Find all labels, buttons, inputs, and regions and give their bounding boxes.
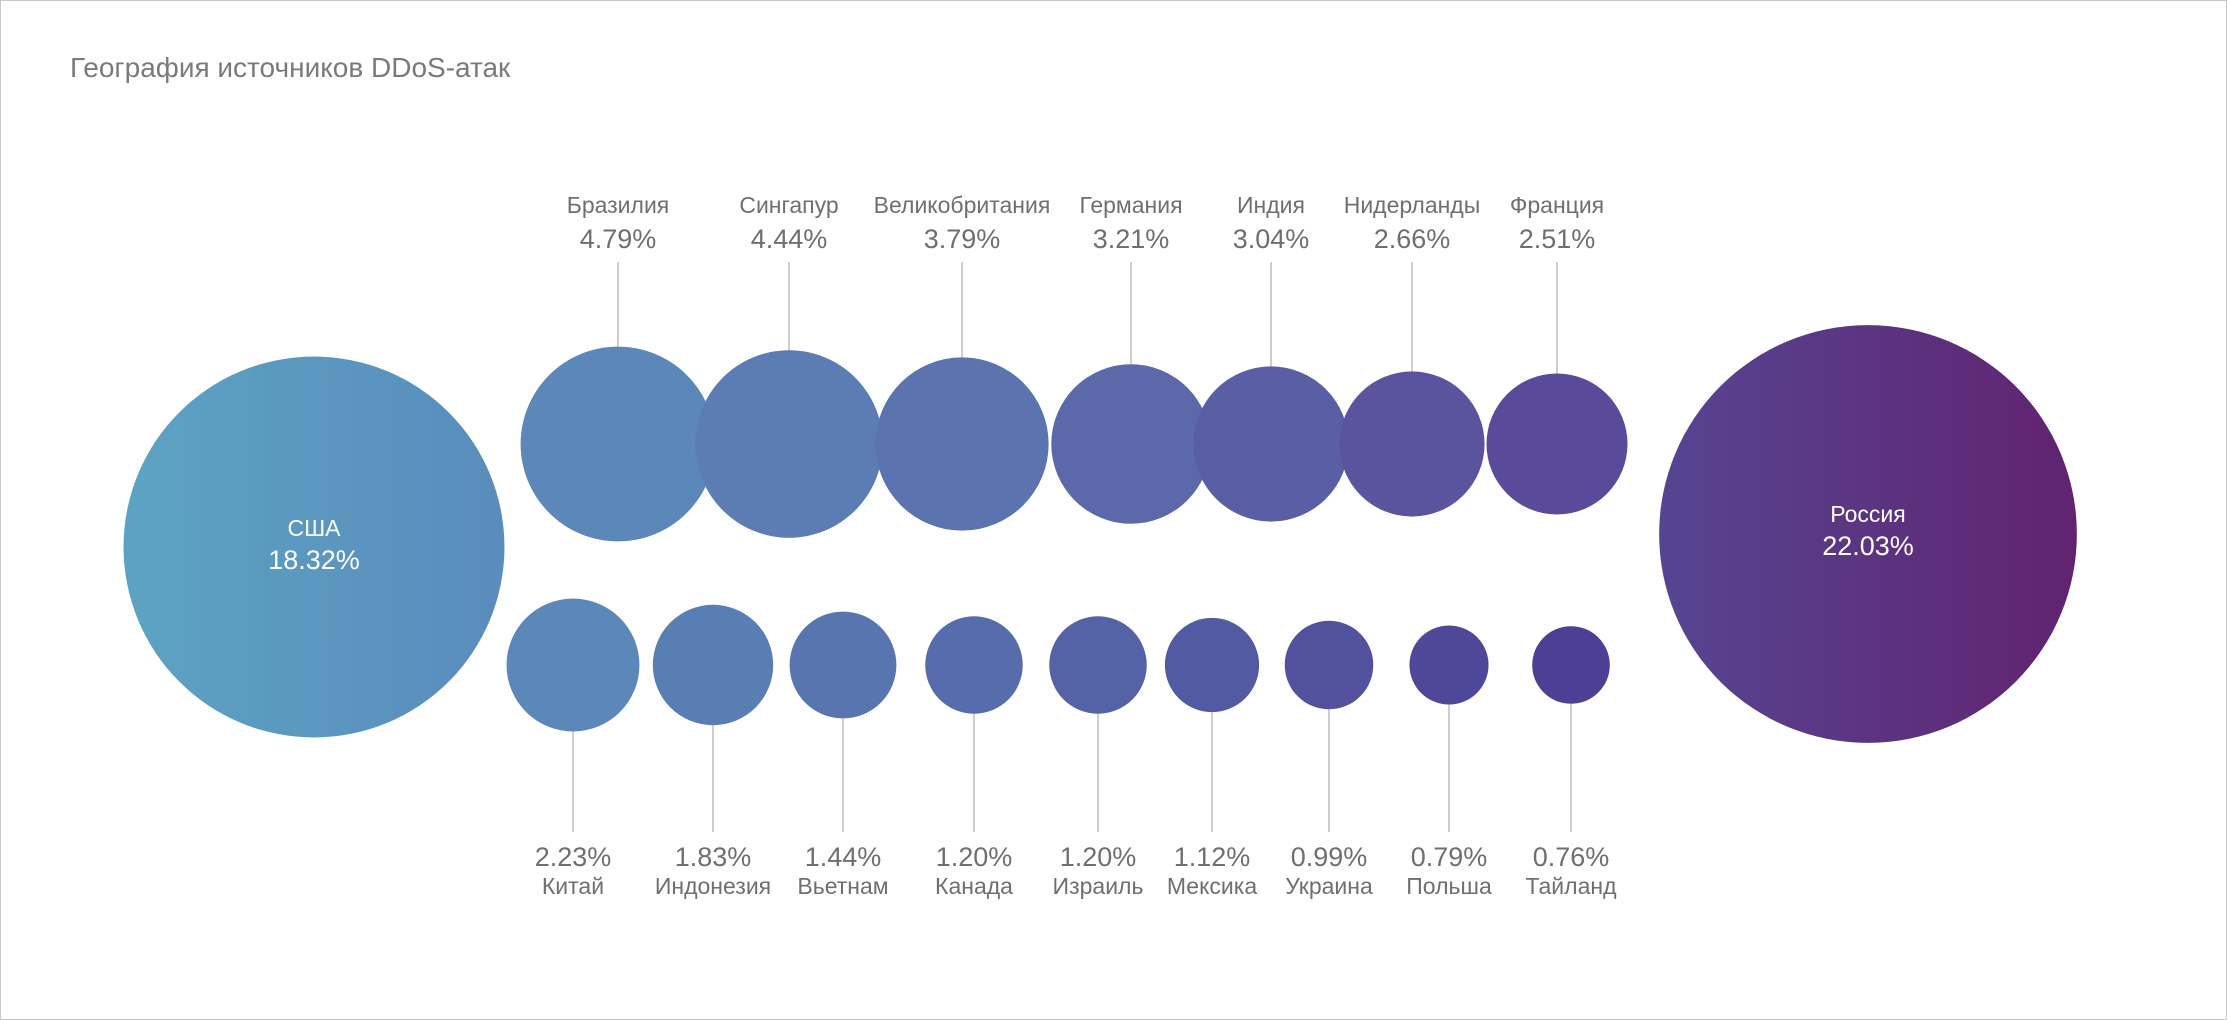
country-label: Мексика xyxy=(1167,873,1257,899)
bubble-top-6 xyxy=(1486,373,1628,515)
bubble-value-label: 22.03% xyxy=(1822,531,1914,561)
country-label: Китай xyxy=(542,873,604,899)
bubble-top-1 xyxy=(695,350,883,538)
bubble-bottom-7 xyxy=(1409,625,1489,705)
bubble-bottom-6 xyxy=(1284,620,1374,710)
value-label: 2.51% xyxy=(1519,224,1596,254)
country-label: Израиль xyxy=(1053,873,1144,899)
value-label: 1.44% xyxy=(805,842,882,872)
bubble-bottom-3 xyxy=(925,616,1023,714)
bubble-large-1 xyxy=(1659,325,2077,743)
bubble-top-4 xyxy=(1193,366,1349,522)
value-label: 0.99% xyxy=(1291,842,1368,872)
bubble-country-label: Россия xyxy=(1830,501,1905,527)
bubble-value-label: 18.32% xyxy=(268,545,360,575)
bubble-bottom-4 xyxy=(1049,616,1147,714)
bubble-top-3 xyxy=(1051,364,1211,524)
value-label: 1.83% xyxy=(675,842,752,872)
bubble-top-5 xyxy=(1339,371,1485,517)
country-label: Германия xyxy=(1079,192,1182,218)
bubble-top-2 xyxy=(875,357,1049,531)
value-label: 4.44% xyxy=(751,224,828,254)
bubble-bottom-0 xyxy=(506,598,640,732)
country-label: Украина xyxy=(1285,873,1373,899)
bubble-bottom-2 xyxy=(789,611,897,719)
value-label: 2.23% xyxy=(535,842,612,872)
country-label: Канада xyxy=(935,873,1013,899)
country-label: Индонезия xyxy=(655,873,771,899)
value-label: 1.12% xyxy=(1174,842,1251,872)
value-label: 3.79% xyxy=(924,224,1001,254)
bubble-top-0 xyxy=(520,346,716,542)
value-label: 3.04% xyxy=(1233,224,1310,254)
value-label: 3.21% xyxy=(1093,224,1170,254)
value-label: 0.76% xyxy=(1533,842,1610,872)
value-label: 1.20% xyxy=(1060,842,1137,872)
value-label: 4.79% xyxy=(580,224,657,254)
country-label: Бразилия xyxy=(567,192,670,218)
value-label: 2.66% xyxy=(1374,224,1451,254)
bubble-large-0 xyxy=(123,356,505,738)
value-label: 1.20% xyxy=(936,842,1013,872)
country-label: Франция xyxy=(1510,192,1604,218)
bubble-bottom-5 xyxy=(1164,617,1260,713)
bubble-bottom-1 xyxy=(652,604,774,726)
chart-title: География источников DDoS-атак xyxy=(70,52,511,83)
country-label: Вьетнам xyxy=(797,873,888,899)
country-label: Тайланд xyxy=(1526,873,1618,899)
value-label: 0.79% xyxy=(1411,842,1488,872)
bubble-country-label: США xyxy=(287,515,341,541)
country-label: Нидерланды xyxy=(1344,192,1481,218)
bubble-bottom-8 xyxy=(1532,626,1610,704)
country-label: Польша xyxy=(1406,873,1492,899)
country-label: Великобритания xyxy=(874,192,1051,218)
country-label: Сингапур xyxy=(739,192,838,218)
country-label: Индия xyxy=(1237,192,1305,218)
